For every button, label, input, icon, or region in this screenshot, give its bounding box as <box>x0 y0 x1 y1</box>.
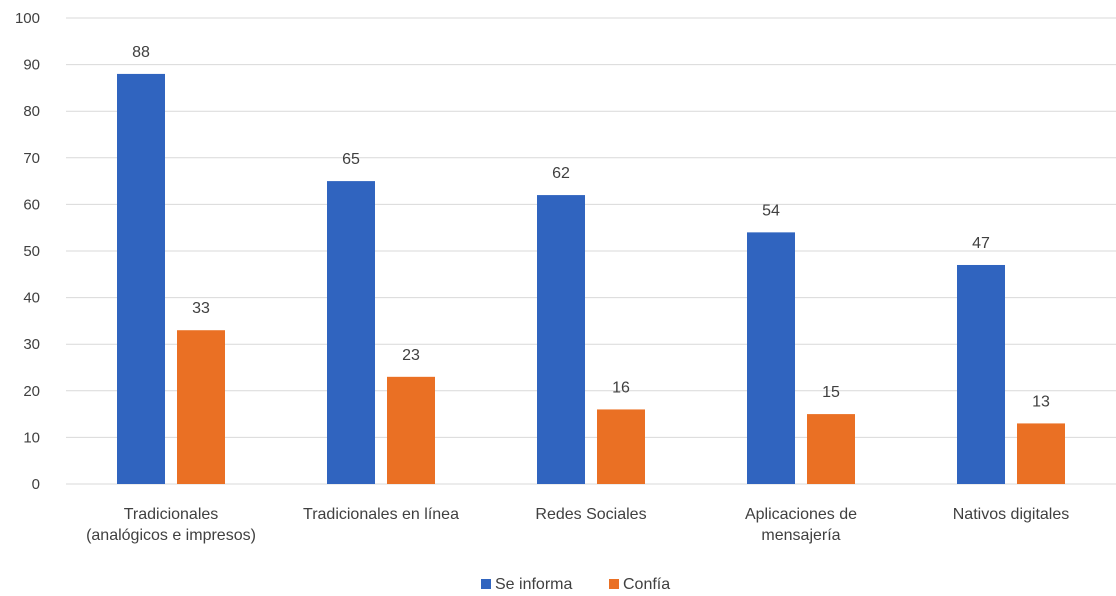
y-tick-label: 60 <box>23 196 40 213</box>
legend-swatch <box>481 579 491 589</box>
legend-label: Se informa <box>495 576 572 593</box>
category-label: (analógicos e impresos) <box>86 527 256 544</box>
y-tick-label: 30 <box>23 336 40 353</box>
legend-swatch <box>609 579 619 589</box>
bar-series-2 <box>387 376 435 484</box>
y-tick-label: 10 <box>23 429 40 446</box>
y-tick-label: 40 <box>23 290 40 307</box>
data-label: 33 <box>192 300 210 317</box>
bar-series-2 <box>1017 423 1065 484</box>
data-label: 13 <box>1032 393 1050 410</box>
data-label: 16 <box>612 379 630 396</box>
bar-series-2 <box>807 414 855 484</box>
y-tick-label: 100 <box>15 10 40 27</box>
category-label: Aplicaciones de <box>745 506 857 523</box>
bar-series-1 <box>957 264 1005 484</box>
category-label: mensajería <box>761 527 840 544</box>
category-label: Tradicionales <box>124 506 219 523</box>
y-tick-label: 20 <box>23 383 40 400</box>
bar-series-1 <box>747 232 795 484</box>
data-label: 62 <box>552 165 570 182</box>
data-label: 88 <box>132 44 150 61</box>
category-label: Redes Sociales <box>535 506 646 523</box>
y-tick-label: 0 <box>32 476 40 493</box>
category-label: Nativos digitales <box>953 506 1070 523</box>
bar-series-1 <box>537 195 585 484</box>
bar-series-2 <box>597 409 645 484</box>
y-tick-label: 70 <box>23 150 40 167</box>
y-tick-label: 80 <box>23 103 40 120</box>
y-tick-label: 50 <box>23 243 40 260</box>
data-label: 47 <box>972 235 990 252</box>
data-label: 15 <box>822 384 840 401</box>
category-label: Tradicionales en línea <box>303 506 459 523</box>
bar-series-2 <box>177 330 225 484</box>
bar-series-1 <box>327 181 375 484</box>
data-label: 23 <box>402 347 420 364</box>
y-tick-label: 90 <box>23 57 40 74</box>
data-label: 54 <box>762 202 780 219</box>
bar-series-1 <box>117 73 165 485</box>
legend-label: Confía <box>623 576 670 593</box>
data-label: 65 <box>342 151 360 168</box>
